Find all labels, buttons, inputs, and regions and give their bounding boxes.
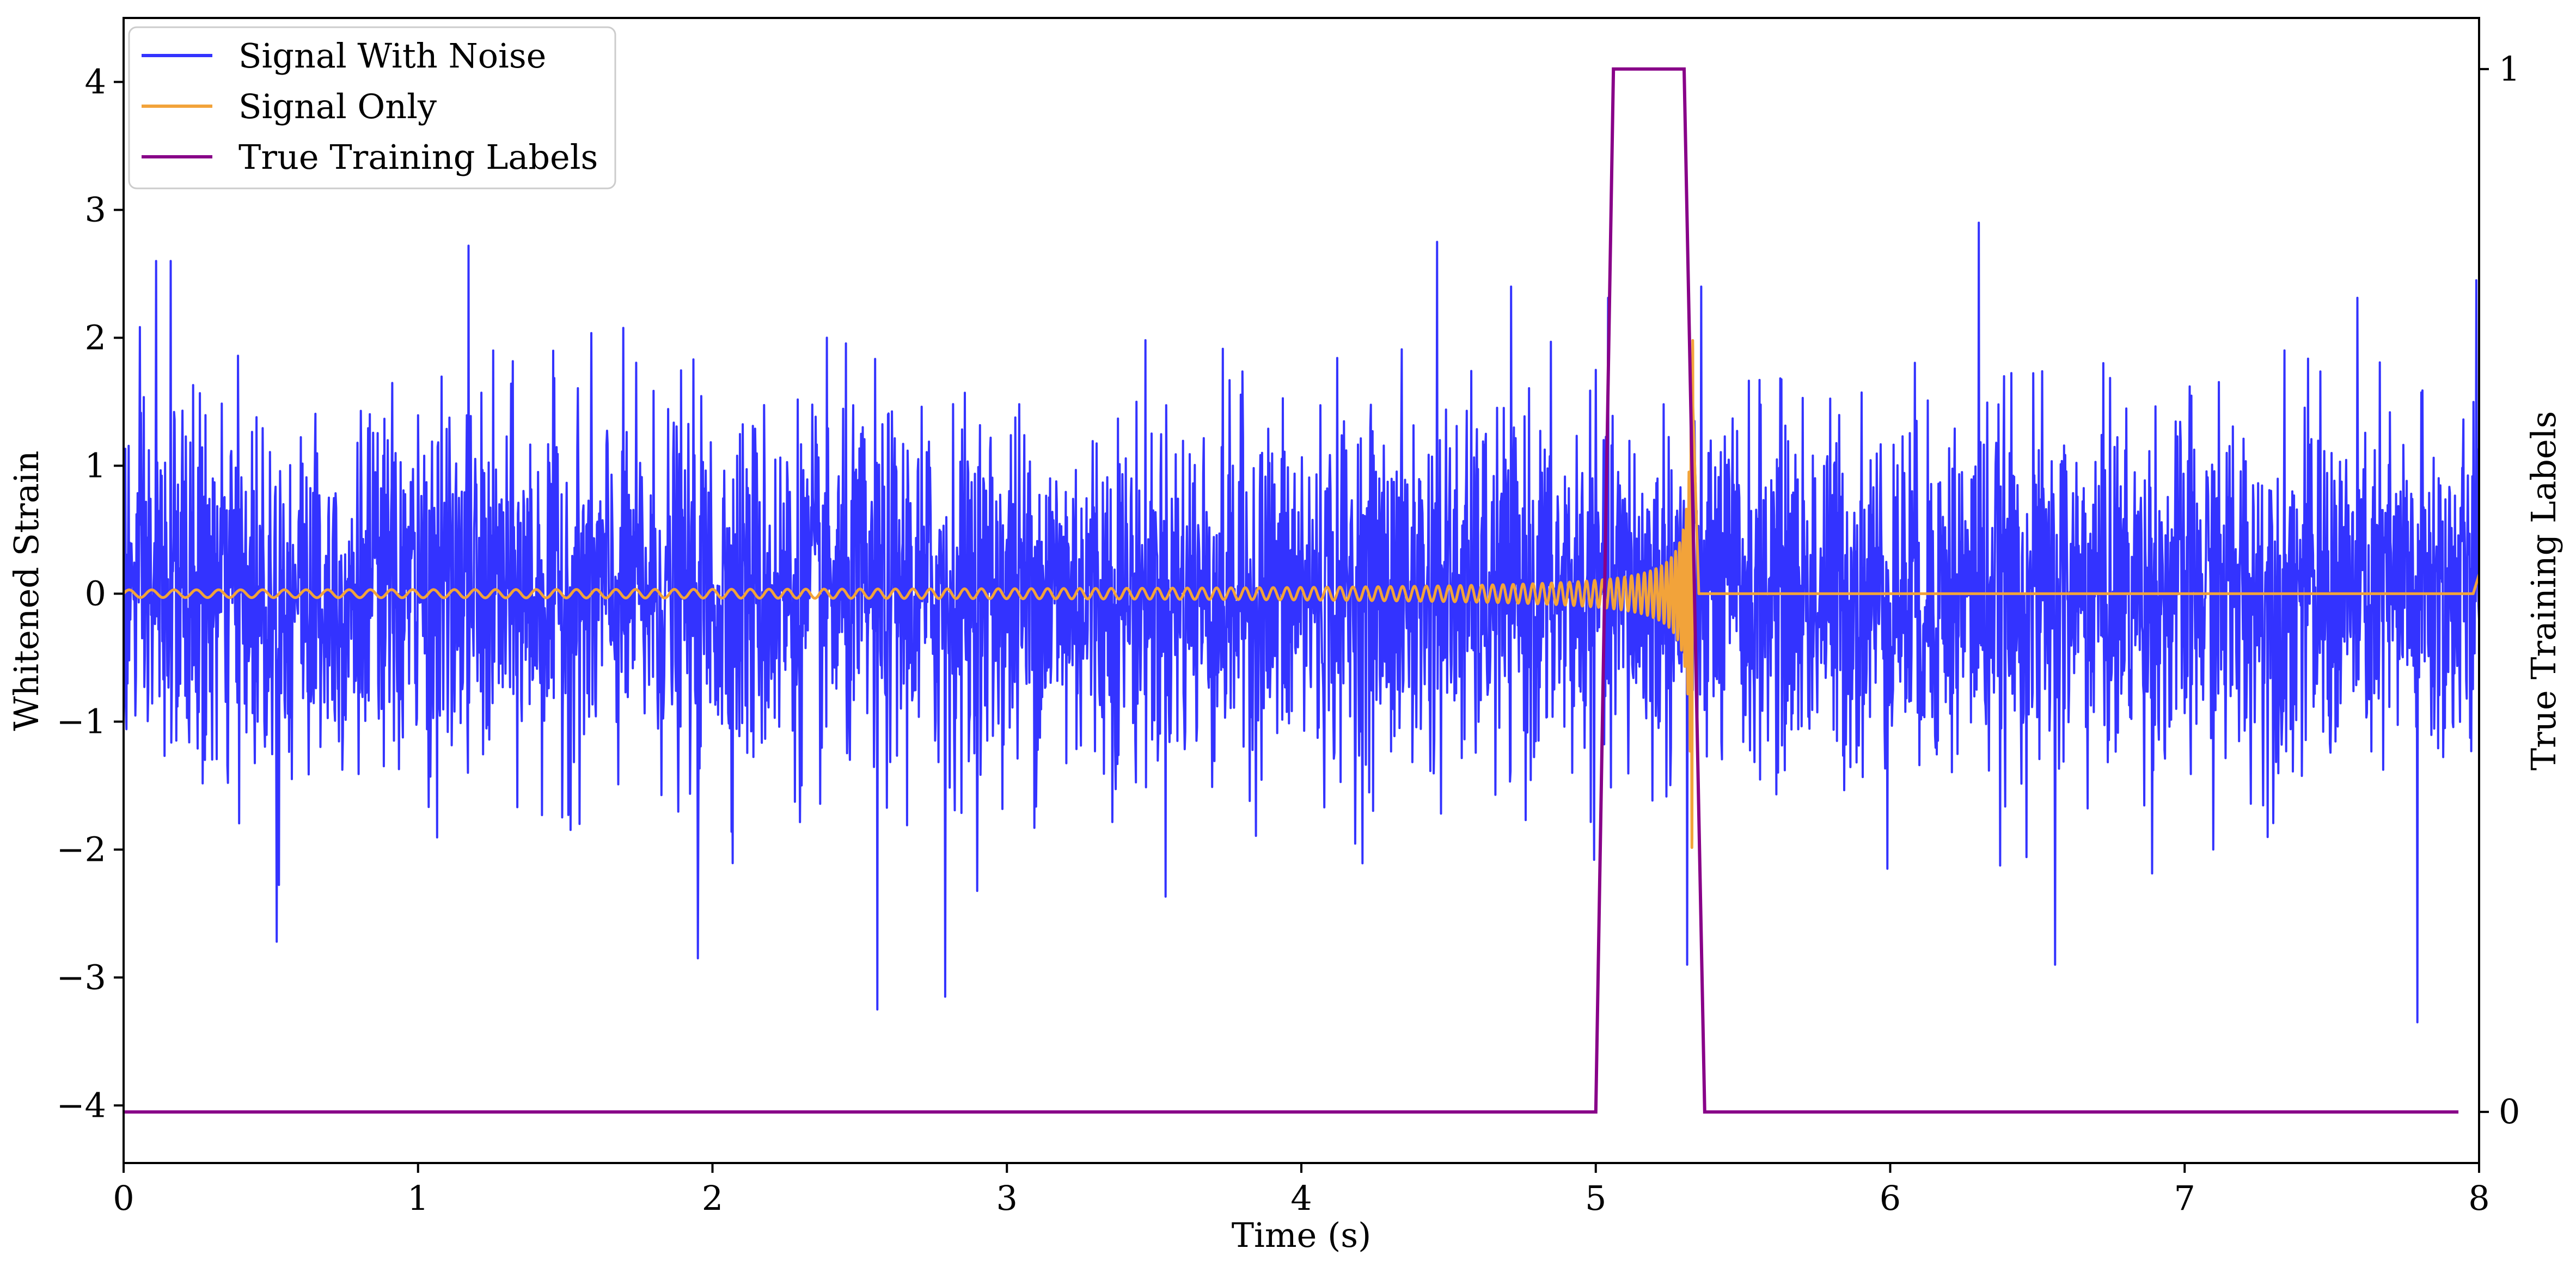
x-tick-label: 2	[702, 1178, 723, 1218]
x-tick-label: 3	[996, 1178, 1018, 1218]
y-axis-left: −4 −3 −2 −1 0 1 2 3 4	[57, 62, 124, 1125]
y-tick-label: 3	[85, 189, 106, 229]
plot-area	[124, 67, 2479, 1114]
x-axis: 0 1 2 3 4 5 6 7 8	[113, 1163, 2490, 1218]
y-tick-label: −1	[57, 701, 106, 741]
x-axis-label: Time (s)	[1232, 1215, 1372, 1255]
y-tick-label: −2	[57, 829, 106, 869]
legend-label-signal-only: Signal Only	[238, 87, 437, 126]
y-axis-right: 01	[2479, 49, 2520, 1131]
y-tick-label: 2	[85, 317, 106, 357]
series-line-signal-only	[124, 339, 2479, 849]
x-tick-label: 1	[407, 1178, 429, 1218]
legend-label-signal-with-noise: Signal With Noise	[238, 36, 546, 76]
legend-label-true-training-labels: True Training Labels	[238, 137, 598, 177]
y-axis-label: Whitened Strain	[7, 451, 46, 731]
x-tick-label: 8	[2468, 1178, 2489, 1218]
y-axis-right-label: True Training Labels	[2524, 411, 2563, 770]
x-tick-label: 4	[1290, 1178, 1312, 1218]
series-line-true-training-labels	[124, 67, 2459, 1114]
y-tick-label: 1	[85, 445, 106, 485]
y-tick-label: −4	[57, 1085, 106, 1125]
series-line-signal-with-noise	[124, 222, 2479, 1024]
y-tick-label: 4	[85, 62, 106, 101]
legend: Signal With Noise Signal Only True Train…	[128, 26, 616, 189]
y-tick-label: 0	[85, 573, 106, 613]
x-tick-label: 5	[1585, 1178, 1606, 1218]
y-tick-label: −3	[57, 957, 106, 997]
x-tick-label: 6	[1880, 1178, 1901, 1218]
y-right-tick-label: 1	[2499, 49, 2520, 89]
legend-box	[128, 26, 616, 189]
x-tick-label: 0	[113, 1178, 134, 1218]
x-tick-label: 7	[2174, 1178, 2195, 1218]
y-right-tick-label: 0	[2499, 1092, 2520, 1131]
